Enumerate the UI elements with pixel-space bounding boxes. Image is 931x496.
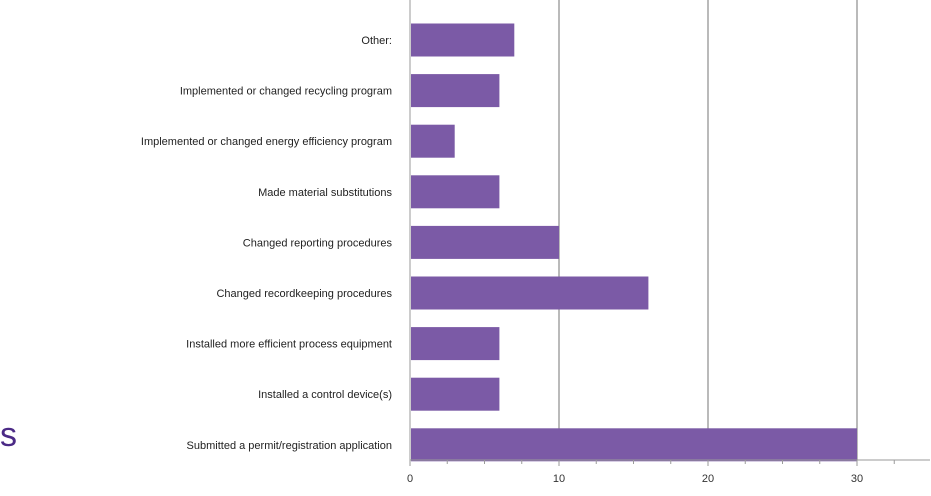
bar-8: [411, 377, 500, 411]
edge-text-fragment: s: [0, 416, 17, 454]
bar-6: [411, 276, 649, 310]
category-label: Made material substitutions: [258, 187, 392, 199]
bar-2: [411, 74, 500, 108]
category-label: Changed recordkeeping procedures: [216, 288, 392, 300]
bar-4: [411, 175, 500, 209]
category-label: Installed a control device(s): [258, 389, 392, 401]
bar-3: [411, 124, 455, 158]
category-label: Installed more efficient process equipme…: [186, 339, 392, 351]
category-label: Submitted a permit/registration applicat…: [187, 440, 392, 452]
x-tick-label: 10: [553, 473, 565, 485]
category-label: Other:: [361, 35, 392, 47]
bars: [411, 23, 857, 462]
bar-9: [411, 428, 857, 462]
category-labels: Other: Implemented or changed recycling p…: [141, 35, 393, 452]
bar-1: [411, 23, 515, 57]
tick-labels: 0 10 20 30: [407, 473, 863, 485]
x-tick-label: 30: [851, 473, 863, 485]
category-label: Changed reporting procedures: [243, 237, 393, 249]
x-axis: [409, 0, 930, 466]
category-label: Implemented or changed energy efficiency…: [141, 136, 392, 148]
bar-5: [411, 225, 559, 259]
category-label: Implemented or changed recycling program: [180, 86, 392, 98]
x-tick-label: 0: [407, 473, 413, 485]
gridlines: [558, 0, 858, 460]
bar-7: [411, 327, 500, 361]
x-tick-label: 20: [702, 473, 714, 485]
